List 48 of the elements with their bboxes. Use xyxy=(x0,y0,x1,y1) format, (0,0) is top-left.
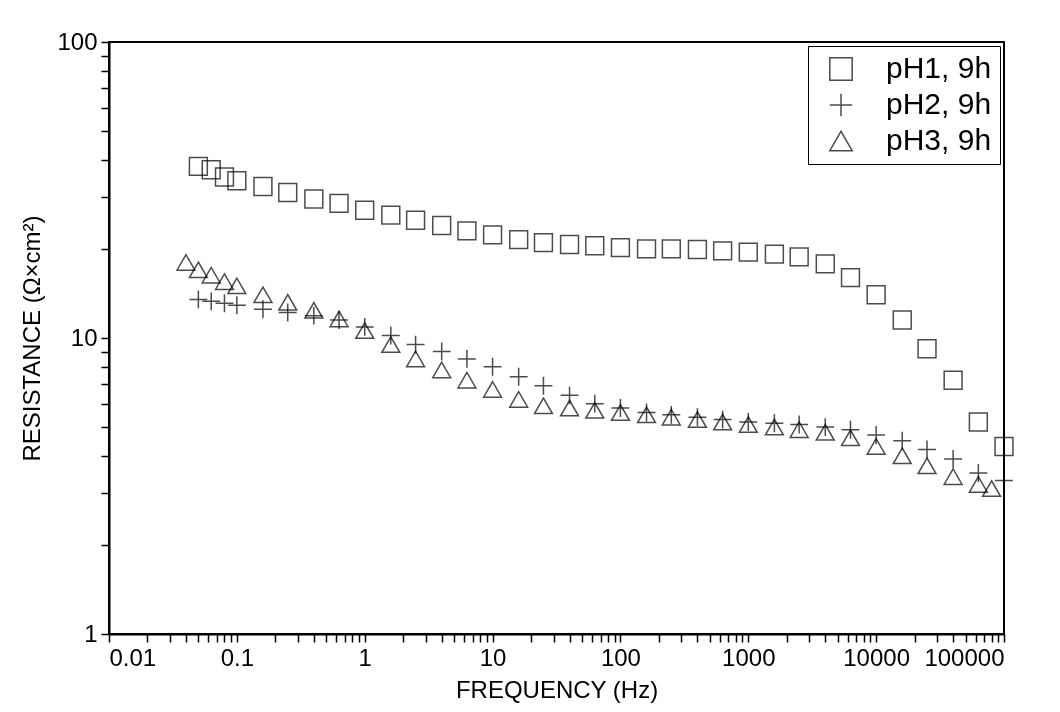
point xyxy=(917,339,937,359)
x-tick-label: 100000 xyxy=(924,643,1005,671)
point xyxy=(304,189,324,209)
point xyxy=(687,239,708,260)
point xyxy=(432,215,452,236)
point xyxy=(253,176,273,197)
legend-label: pH3, 9h xyxy=(886,123,992,156)
point xyxy=(610,237,631,258)
point xyxy=(661,239,681,259)
point xyxy=(815,254,835,274)
point xyxy=(712,241,733,261)
x-tick-label: 0.1 xyxy=(220,643,255,671)
x-tick-label: 10 xyxy=(479,643,507,671)
point xyxy=(866,285,886,305)
x-tick-label: 1 xyxy=(358,643,372,671)
point xyxy=(329,193,349,214)
point xyxy=(405,210,426,230)
point xyxy=(738,242,758,262)
point xyxy=(482,225,503,245)
point xyxy=(533,232,554,253)
point xyxy=(968,412,989,432)
point xyxy=(227,170,247,191)
x-tick-label: 1000 xyxy=(722,643,776,671)
point xyxy=(585,236,605,256)
point xyxy=(943,370,963,390)
y-tick-label: 1 xyxy=(84,619,98,647)
point xyxy=(201,266,221,284)
point xyxy=(355,200,375,221)
point xyxy=(508,229,529,250)
point xyxy=(994,436,1014,457)
y-axis-title: RESISTANCE (Ω×cm²) xyxy=(18,215,46,462)
y-tick-label: 10 xyxy=(70,323,98,351)
point xyxy=(381,205,401,225)
y-tick-label: 100 xyxy=(57,27,98,55)
x-tick-label: 10000 xyxy=(843,643,911,671)
legend-label: pH1, 9h xyxy=(886,51,992,84)
point xyxy=(636,239,657,259)
x-tick-label: 100 xyxy=(600,643,641,671)
point xyxy=(457,221,477,241)
x-tick-label: 0.01 xyxy=(109,643,157,671)
point xyxy=(559,234,580,255)
point xyxy=(764,244,785,264)
legend-label: pH2, 9h xyxy=(886,87,992,120)
point xyxy=(840,267,861,288)
x-axis-title: FREQUENCY (Hz) xyxy=(455,675,659,703)
point xyxy=(789,247,809,267)
point xyxy=(892,310,912,330)
point xyxy=(278,182,298,203)
